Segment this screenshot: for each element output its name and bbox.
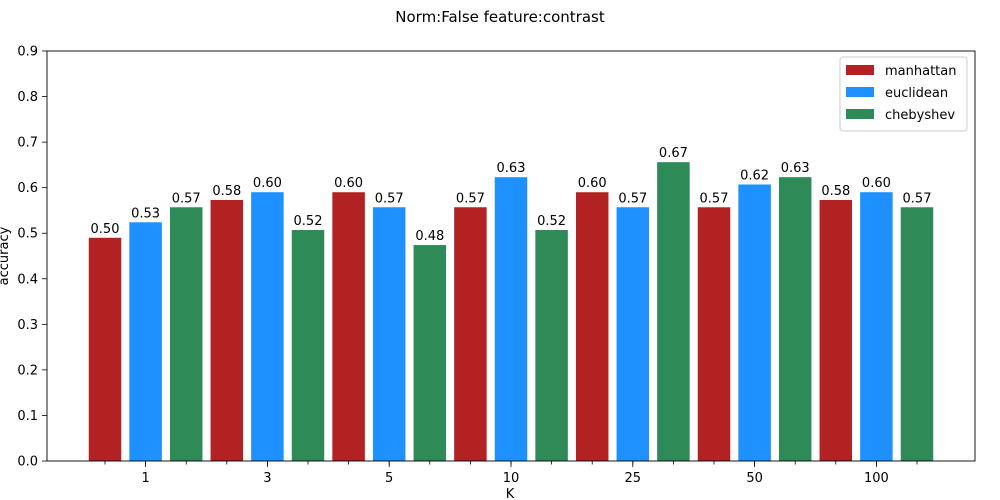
y-axis-label: accuracy (0, 226, 12, 285)
legend-swatch-manhattan (846, 65, 874, 75)
y-tick-label: 0.0 (17, 455, 38, 470)
bar-manhattan-1 (88, 237, 122, 461)
x-tick-label: 25 (625, 471, 642, 486)
legend-label-manhattan: manhattan (885, 64, 956, 79)
x-axis-label: K (506, 487, 515, 500)
x-tick-label: 50 (746, 471, 763, 486)
bar-chebyshev-50 (778, 177, 812, 461)
chart-title: Norm:False feature:contrast (395, 8, 605, 26)
bar-value-label: 0.60 (578, 176, 607, 191)
bar-manhattan-10 (454, 207, 487, 461)
bar-manhattan-100 (819, 199, 853, 461)
bar-manhattan-5 (332, 192, 365, 461)
bar-value-label: 0.58 (821, 184, 850, 199)
bar-value-label: 0.57 (700, 191, 729, 206)
bar-value-label: 0.57 (375, 191, 404, 206)
bar-value-label: 0.57 (903, 191, 932, 206)
y-tick-label: 0.2 (17, 363, 38, 378)
bar-euclidean-3 (251, 192, 284, 461)
bar-chebyshev-5 (413, 245, 447, 461)
bar-value-label: 0.60 (334, 176, 363, 191)
y-tick-label: 0.9 (17, 45, 38, 60)
y-tick-label: 0.7 (17, 136, 38, 151)
bar-euclidean-1 (129, 222, 162, 461)
bar-value-label: 0.58 (212, 184, 241, 199)
bar-euclidean-5 (372, 207, 406, 461)
plot-area: 0.500.580.600.570.600.57 0.580.530.600.57… (17, 45, 976, 486)
bar-chebyshev-100 (900, 207, 934, 461)
x-tick-label: 10 (503, 471, 520, 486)
bar-value-label: 0.60 (253, 176, 282, 191)
bar-euclidean-10 (494, 177, 528, 461)
y-tick-label: 0.4 (17, 272, 38, 287)
bar-chebyshev-10 (535, 230, 568, 461)
legend-swatch-chebyshev (846, 109, 874, 119)
bar-value-label: 0.63 (497, 161, 526, 176)
y-tick-label: 0.3 (17, 318, 38, 333)
legend-label-euclidean: euclidean (885, 86, 948, 101)
bar-chebyshev-1 (169, 207, 203, 461)
y-tick-label: 0.1 (17, 409, 38, 424)
y-tick-label: 0.5 (17, 227, 38, 242)
bar-chebyshev-3 (291, 230, 325, 461)
bar-value-label: 0.57 (456, 191, 485, 206)
bar-value-label: 0.60 (862, 176, 891, 191)
bar-chebyshev-25 (657, 162, 690, 461)
axes-frame (46, 50, 976, 462)
bar-value-label: 0.52 (537, 214, 566, 229)
bar-value-label: 0.48 (415, 229, 444, 244)
bar-value-label: 0.50 (91, 222, 120, 237)
bar-value-label: 0.63 (781, 161, 810, 176)
bar-value-label: 0.67 (659, 146, 688, 161)
bar-manhattan-25 (575, 192, 609, 461)
bar-value-label: 0.57 (172, 191, 201, 206)
legend-swatch-euclidean (846, 87, 874, 97)
bar-value-label: 0.57 (618, 191, 647, 206)
x-tick-label: 100 (864, 471, 889, 486)
bar-manhattan-3 (210, 199, 244, 461)
x-tick-label: 1 (141, 471, 149, 486)
bar-value-label: 0.62 (740, 168, 769, 183)
y-tick-label: 0.8 (17, 90, 38, 105)
bar-euclidean-50 (738, 184, 771, 462)
y-tick-label: 0.6 (17, 181, 38, 196)
x-tick-label: 3 (263, 471, 271, 486)
legend: manhattan euclidean chebyshev (839, 56, 968, 132)
bar-value-label: 0.53 (131, 206, 160, 221)
x-tick-label: 5 (385, 471, 393, 486)
bar-value-label: 0.52 (294, 214, 323, 229)
bar-manhattan-50 (697, 207, 731, 461)
legend-label-chebyshev: chebyshev (885, 108, 955, 123)
bar-euclidean-25 (616, 207, 650, 461)
bar-euclidean-100 (860, 192, 893, 461)
